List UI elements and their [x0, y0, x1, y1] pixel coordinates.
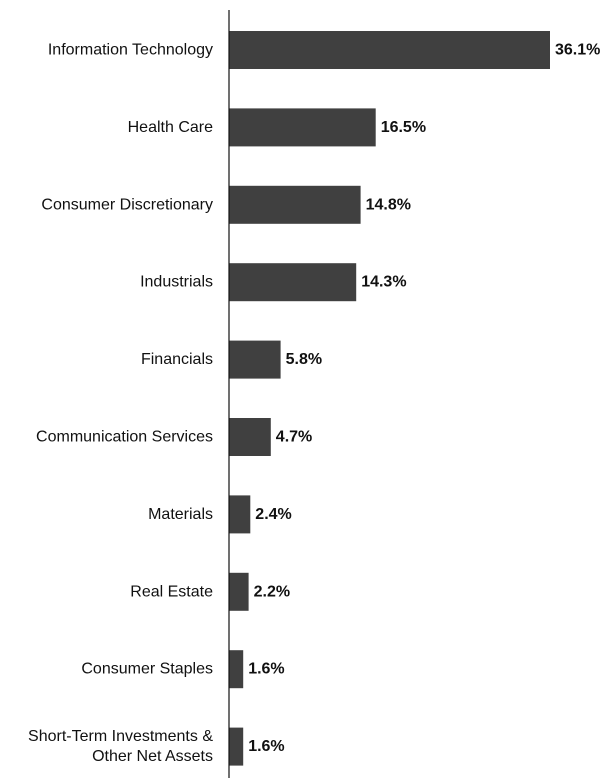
category-label: Industrials: [140, 274, 213, 291]
category-label-line: Materials: [148, 506, 213, 523]
bar-value-label: 16.5%: [381, 119, 426, 136]
category-label-line: Health Care: [128, 119, 213, 136]
bar: [229, 263, 357, 302]
category-label: Information Technology: [48, 42, 213, 59]
category-label: Communication Services: [36, 429, 213, 446]
labels-group: 36.1% Information Technology 16.5% Health C…: [28, 42, 600, 766]
bar: [229, 185, 361, 224]
bar-value-label: 1.6%: [248, 738, 284, 755]
category-label-line: Communication Services: [36, 429, 213, 446]
category-label: Materials: [148, 506, 213, 523]
bar: [229, 650, 244, 689]
category-label-line: Other Net Assets: [92, 748, 213, 765]
category-label-line: Consumer Staples: [81, 661, 213, 678]
bar: [229, 418, 271, 456]
category-label: Real Estate: [130, 583, 213, 600]
category-label-line: Information Technology: [48, 42, 213, 59]
bar: [229, 108, 376, 147]
category-label-line: Industrials: [140, 274, 213, 291]
bar: [229, 340, 281, 379]
bar-value-label: 5.8%: [286, 351, 322, 368]
category-label-line: Consumer Discretionary: [41, 196, 213, 213]
category-label-line: Financials: [141, 351, 213, 368]
category-label: Consumer Discretionary: [41, 196, 213, 213]
category-label: Financials: [141, 351, 213, 368]
bar-value-label: 2.4%: [255, 506, 291, 523]
bar-value-label: 1.6%: [248, 661, 284, 678]
bar-value-label: 2.2%: [254, 583, 290, 600]
bar: [229, 31, 550, 69]
bar: [229, 495, 251, 534]
bar-value-label: 4.7%: [276, 429, 312, 446]
category-label-line: Short-Term Investments &: [28, 728, 213, 745]
bars-group: [229, 31, 550, 766]
bar: [229, 572, 249, 611]
bar-value-label: 14.3%: [361, 274, 406, 291]
bar-value-label: 36.1%: [555, 42, 600, 59]
bar-value-label: 14.8%: [366, 196, 411, 213]
category-label: Short-Term Investments & Other Net Assets: [28, 728, 213, 765]
category-label-line: Real Estate: [130, 583, 213, 600]
category-label: Health Care: [128, 119, 213, 136]
category-label: Consumer Staples: [81, 661, 213, 678]
bar: [229, 727, 244, 766]
